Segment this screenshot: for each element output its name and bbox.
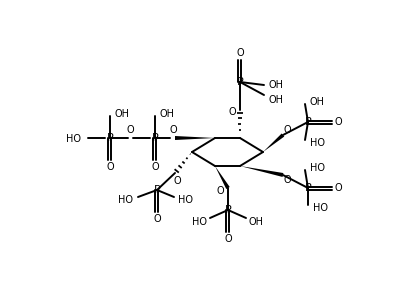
Text: OH: OH — [249, 217, 264, 227]
Text: P: P — [305, 117, 311, 127]
Text: O: O — [224, 234, 232, 244]
Text: O: O — [283, 175, 291, 185]
Text: OH: OH — [115, 109, 130, 119]
Text: P: P — [225, 205, 231, 215]
Text: OH: OH — [310, 97, 325, 107]
Polygon shape — [240, 166, 283, 177]
Polygon shape — [215, 166, 230, 189]
Text: HO: HO — [314, 203, 329, 213]
Text: P: P — [107, 133, 113, 143]
Text: O: O — [216, 186, 224, 196]
Text: O: O — [236, 48, 244, 58]
Text: O: O — [334, 117, 342, 127]
Polygon shape — [263, 134, 284, 152]
Text: O: O — [283, 125, 291, 135]
Polygon shape — [175, 136, 215, 140]
Text: OH: OH — [268, 80, 284, 90]
Text: O: O — [126, 125, 134, 135]
Text: HO: HO — [67, 134, 82, 144]
Text: HO: HO — [310, 163, 325, 173]
Text: OH: OH — [160, 109, 175, 119]
Text: O: O — [334, 183, 342, 193]
Text: HO: HO — [310, 138, 325, 148]
Text: O: O — [169, 125, 177, 135]
Text: O: O — [151, 162, 159, 172]
Text: HO: HO — [178, 195, 193, 205]
Text: P: P — [237, 77, 243, 87]
Text: OH: OH — [268, 95, 284, 105]
Text: HO: HO — [119, 195, 134, 205]
Text: O: O — [153, 214, 161, 224]
Text: P: P — [305, 183, 311, 193]
Text: HO: HO — [193, 217, 208, 227]
Text: O: O — [106, 162, 114, 172]
Text: O: O — [173, 176, 181, 186]
Text: P: P — [154, 185, 160, 195]
Text: O: O — [228, 107, 236, 117]
Text: P: P — [152, 133, 158, 143]
